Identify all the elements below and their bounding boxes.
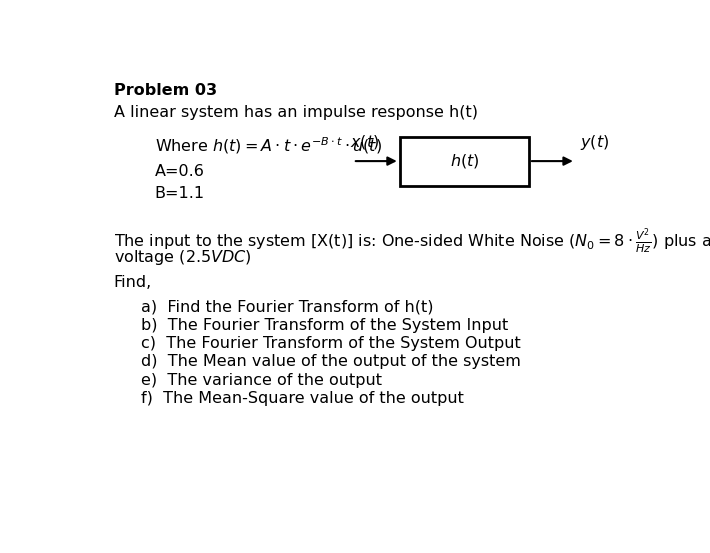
Text: b)  The Fourier Transform of the System Input: b) The Fourier Transform of the System I… xyxy=(141,317,508,332)
Text: $x(t)$: $x(t)$ xyxy=(350,133,379,152)
Text: The input to the system [X(t)] is: One-sided White Noise $(N_0 = 8 \cdot \frac{V: The input to the system [X(t)] is: One-s… xyxy=(114,226,710,256)
Bar xyxy=(400,137,529,186)
Text: Where $h(t) = A \cdot t \cdot e^{-B \cdot t} \cdot u(t)$: Where $h(t) = A \cdot t \cdot e^{-B \cdo… xyxy=(155,135,382,156)
Text: f)  The Mean-Square value of the output: f) The Mean-Square value of the output xyxy=(141,391,464,406)
Text: e)  The variance of the output: e) The variance of the output xyxy=(141,373,382,388)
Text: d)  The Mean value of the output of the system: d) The Mean value of the output of the s… xyxy=(141,354,521,369)
Text: $y(t)$: $y(t)$ xyxy=(580,133,609,153)
Text: $h(t)$: $h(t)$ xyxy=(449,152,479,170)
Text: A linear system has an impulse response h(t): A linear system has an impulse response … xyxy=(114,105,478,119)
Text: A=0.6: A=0.6 xyxy=(155,164,204,179)
Text: B=1.1: B=1.1 xyxy=(155,186,205,201)
Text: c)  The Fourier Transform of the System Output: c) The Fourier Transform of the System O… xyxy=(141,336,520,351)
Text: voltage $(2.5VDC)$: voltage $(2.5VDC)$ xyxy=(114,248,251,267)
Text: Find,: Find, xyxy=(114,275,152,290)
Text: a)  Find the Fourier Transform of h(t): a) Find the Fourier Transform of h(t) xyxy=(141,299,434,314)
Text: Problem 03: Problem 03 xyxy=(114,84,217,98)
